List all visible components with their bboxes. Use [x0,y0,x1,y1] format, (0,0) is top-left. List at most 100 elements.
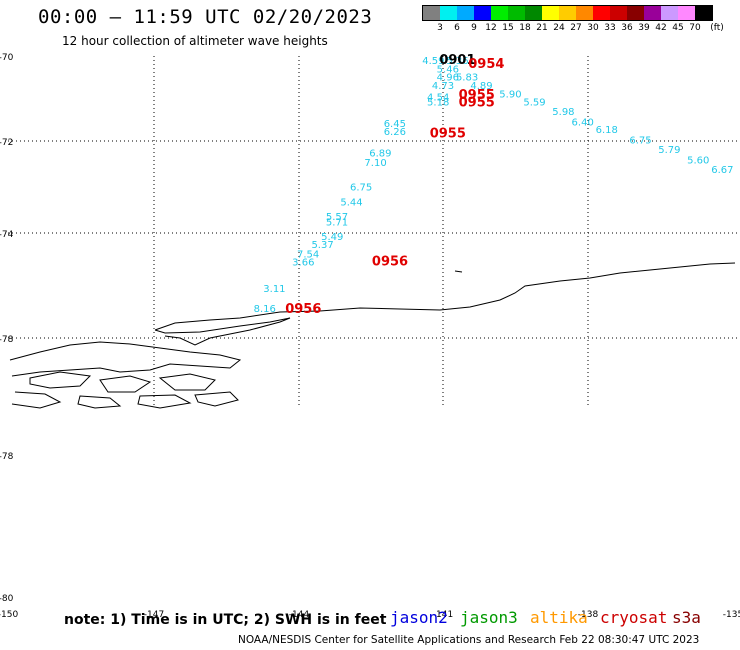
map-gridlines [8,56,740,406]
wave-height-value: 5.36 [446,56,468,67]
wave-height-value: 3.11 [263,284,285,295]
wave-height-value: 7.10 [364,158,386,169]
coastline-shelf [154,317,291,346]
wave-height-value: 5.98 [552,107,574,118]
legend-swatch [593,6,610,20]
wave-height-labels: 4.59 5.365.465.834.964.73 4.89 4.545.18 5.90… [254,56,734,315]
wave-height-value: 5.18 [427,97,449,108]
wave-height-value: 6.75 [350,182,372,193]
legend-swatch [525,6,542,20]
legend-tick-label: 24 [553,23,565,33]
longitude-label: -138 [578,610,599,620]
legend-tick-label: 39 [638,23,650,33]
island-1 [29,371,92,389]
legend-tick-label: 27 [570,23,582,33]
legend-tick-label: 12 [485,23,497,33]
pass-time-label: 0956 [285,302,321,317]
pass-time-label: 0955 [459,96,495,111]
legend-swatch [542,6,559,20]
legend-swatch [610,6,627,20]
island-8 [454,270,463,273]
legend-unit: (ft) [710,23,724,33]
coastline [9,262,736,409]
island-2 [99,375,152,393]
latitude-label: -74 [0,230,14,240]
wave-height-value: 5.49 [321,232,343,243]
legend-tick-label: 70 [689,23,701,33]
legend-tick-label: 42 [655,23,667,33]
longitude-label: -147 [144,610,164,620]
wave-height-value: 5.90 [499,89,521,100]
latitude-label: -78 [0,452,14,462]
island-7 [194,391,239,407]
satellite-label-jason3: jason3 [460,608,518,627]
legend-swatch [661,6,678,20]
longitude-label: -150 [0,610,18,620]
ice-shelf-outline [9,341,242,377]
wave-height-value: 4.54 [427,93,449,104]
wave-height-value: 6.89 [369,148,391,159]
legend-tick-label: 18 [519,23,531,33]
page-title: 00:00 – 11:59 UTC 02/20/2023 [38,6,373,28]
pass-time-label: 0956 [372,255,408,270]
wave-height-value: 6.40 [572,117,594,128]
wave-height-value: 6.26 [384,127,406,138]
wave-height-value: 6.75 [629,135,651,146]
color-legend: 3 6 9 12 15 18 21 24 27 30 33 36 39 42 45 70 (ft) [422,5,724,33]
latitude-label: -70 [0,53,14,63]
legend-swatch [508,6,525,20]
legend-tick-label: 15 [502,23,514,33]
legend-swatch [559,6,576,20]
satellite-label-s3a: s3a [672,608,701,627]
wave-height-value: 6.18 [596,125,618,136]
longitude-label: -144 [289,610,310,620]
wave-height-value: 5.44 [340,197,362,208]
longitude-label: -141 [433,610,453,620]
satellite-label-altika: altika [530,608,588,627]
legend-color-bar [422,5,713,21]
legend-swatch [627,6,644,20]
wave-height-value: 5.46 [437,64,459,75]
wave-height-value: 4.73 [432,81,454,92]
legend-tick-label: 36 [621,23,633,33]
legend-tick-label: 21 [536,23,548,33]
wave-height-value: 6.67 [711,165,733,176]
pass-time-label: 0955 [459,88,495,103]
legend-tick-label: 3 [437,23,443,33]
island-6 [137,394,192,409]
wave-height-value: 5.57 [326,212,348,223]
latitude-label: -78 [0,335,14,345]
wave-height-value: 4.89 [470,81,492,92]
wave-height-value: 5.60 [687,155,709,166]
pass-time-label: 0954 [468,57,504,72]
legend-swatch [423,6,440,20]
wave-height-value: 5.37 [311,240,333,251]
footer-note: note: 1) Time is in UTC; 2) SWH is in fe… [64,612,387,628]
pass-time-label: 0955 [430,126,466,141]
island-3 [158,373,216,391]
legend-swatch [678,6,695,20]
wave-height-value: 7.54 [297,249,319,260]
latitude-label: -72 [0,138,13,148]
footer-credit: NOAA/NESDIS Center for Satellite Applica… [238,634,700,646]
legend-labels: 3 6 9 12 15 18 21 24 27 30 33 36 39 42 45 70 (ft) [422,21,724,33]
wave-height-value: 5.79 [658,145,680,156]
satellite-label-cryosat: cryosat [600,608,668,627]
wave-height-value: 8.16 [254,304,276,315]
legend-swatch [644,6,661,20]
legend-tick-label: 33 [604,23,616,33]
longitude-labels: -150 -147 -144 -141 -138 -135 [0,610,740,620]
latitude-label: -80 [0,594,14,604]
page-subtitle: 12 hour collection of altimeter wave hei… [62,34,328,48]
latitude-labels: -70 -72 -74 -78 -78 -80 [0,53,14,604]
legend-swatch [457,6,474,20]
longitude-label: -135 [723,610,740,620]
legend-tick-label: 45 [672,23,684,33]
island-4 [11,391,62,409]
wave-height-value: 4.59 [422,56,444,67]
wave-height-value: 5.83 [456,73,478,84]
island-5 [77,395,122,409]
